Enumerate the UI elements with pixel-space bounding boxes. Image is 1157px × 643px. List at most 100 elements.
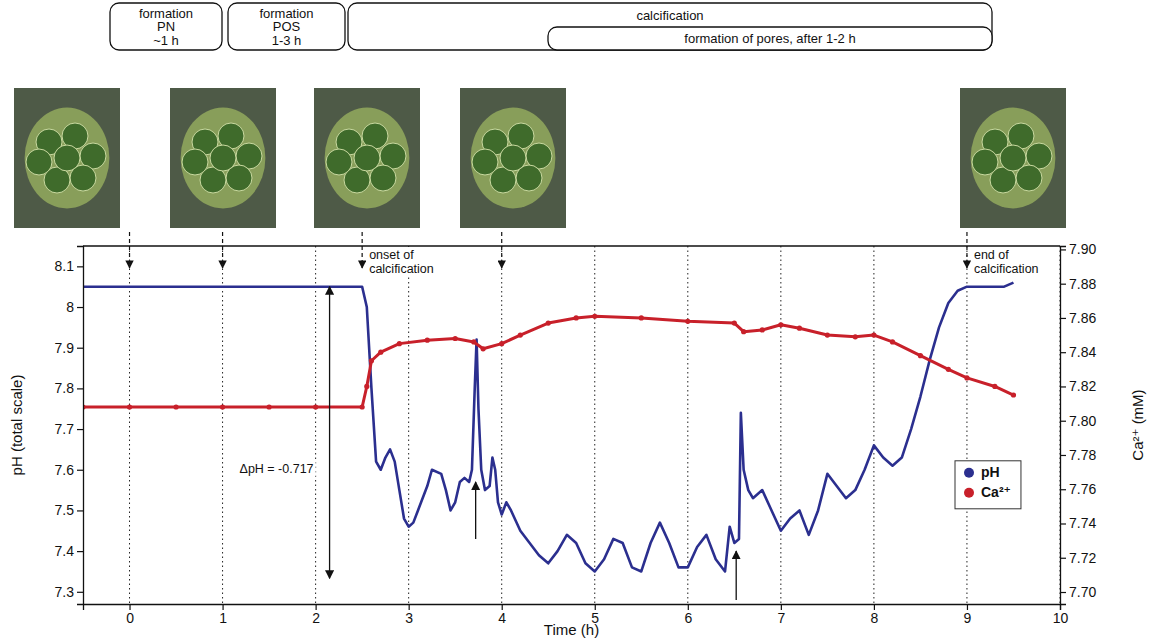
x-axis-tick: 3 [405,604,413,626]
legend-box [955,461,1021,509]
y2-axis-tick: 7.88 [1060,276,1096,292]
y-axis-line [77,247,84,605]
x-axis-tick: 6 [684,604,692,626]
y-axis-tick-label: 8 [66,299,74,315]
y2-axis-tick-label: 7.78 [1069,447,1096,463]
x-axis-tick: 7 [777,604,785,626]
photo-chamber [54,145,80,171]
series-point [797,326,802,331]
phase-label: 1-3 h [272,33,302,48]
series-point [685,319,690,324]
photo-chamber [182,149,208,175]
series-point [471,339,476,344]
y2-axis-tick: 7.82 [1060,378,1096,394]
photo-chamber [26,149,52,175]
series-point [453,336,458,341]
x-axis-tick: 0 [126,604,134,626]
photo [14,88,120,228]
series-point [127,404,132,409]
photo-chamber [472,149,498,175]
series-point [266,404,271,409]
series-point [918,353,923,358]
series-point [964,375,969,380]
y-axis-tick: 7.4 [55,543,83,559]
y2-axis-tick-label: 7.74 [1069,515,1096,531]
y2-axis-tick-mark [1060,421,1066,422]
y-axis-tick: 7.7 [55,421,83,437]
y2-axis-tick: 7.86 [1060,310,1096,326]
text-background [367,261,436,277]
y-axis-tick-label: 7.4 [55,543,75,559]
series-point [871,332,876,337]
legend-label: Ca²⁺ [981,484,1011,500]
text-background [972,261,1041,277]
photo-arrow [222,232,223,268]
plot-data [83,283,1016,572]
event-arrow [475,482,476,539]
y2-axis: 7.707.727.747.767.787.807.827.847.867.88… [1060,241,1096,604]
y2-axis-tick-mark [1060,489,1066,490]
phase-boxes: formationPN~1 hformationPOS1-3 hcalcific… [110,3,992,50]
grid-line-x [594,246,595,604]
series-point [574,315,579,320]
photo-shell [325,108,410,209]
y2-axis-tick-label: 7.72 [1069,550,1096,566]
phase-box [548,27,992,50]
y2-axis-tick-mark [1060,455,1066,456]
grid-line-x [129,246,130,604]
photos [14,88,1066,268]
series-point [397,341,402,346]
x-axis-tick-label: 1 [219,610,227,626]
x-axis-tick-label: 3 [405,610,413,626]
grid-line-x [687,246,688,604]
series-point [369,358,374,363]
photo-arrow [362,232,363,268]
series-point [220,404,225,409]
photo-shell [25,108,110,209]
series-point [992,384,997,389]
series-point [778,322,783,327]
y2-axis-tick: 7.76 [1060,481,1096,497]
y2-axis-tick-label: 7.82 [1069,378,1096,394]
grid-line-x [873,246,874,604]
x-axis-tick: 2 [312,604,320,626]
photo-bg [460,88,566,228]
y2-axis-tick-mark [1060,352,1066,353]
y-axis-tick: 7.5 [55,502,83,518]
text-background [238,461,316,477]
series-point [481,346,486,351]
series-line [83,316,1013,407]
delta-arrow [329,287,330,579]
photo-arrow [129,232,130,268]
series-line [83,283,1013,572]
grid-line-x [408,246,409,604]
y-axis-tick-label: 7.8 [55,380,75,396]
y-axis-tick-mark [77,429,83,430]
event-arrow [736,551,737,600]
series-point [499,341,504,346]
y-axis-tick-label: 8.1 [55,258,75,274]
photo-bg [960,88,1066,228]
y-axis-tick-label: 7.7 [55,421,75,437]
series-point [890,339,895,344]
grid-line-x [780,246,781,604]
x-axis-tick-label: 10 [1053,610,1069,626]
series-point [364,384,369,389]
y2-axis-tick-label: 7.86 [1069,310,1096,326]
y-axis-tick-mark [77,470,83,471]
photo-chamber [354,145,380,171]
series-point [853,334,858,339]
y2-axis-tick-label: 7.76 [1069,481,1096,497]
y-axis-tick-label: 7.6 [55,462,75,478]
series-point [378,350,383,355]
annotation-text: ΔpH = -0.717 [240,462,314,476]
phase-label: formation of pores, after 1-2 h [684,31,855,46]
series-point [425,338,430,343]
photo [170,88,276,228]
grid-line-x [315,246,316,604]
y2-axis-tick: 7.72 [1060,550,1096,566]
x-axis-tick: 1 [219,604,227,626]
x-axis-tick-label: 2 [312,610,320,626]
y2-axis-tick-mark [1060,592,1066,593]
x-axis-tick-label: 4 [498,610,506,626]
